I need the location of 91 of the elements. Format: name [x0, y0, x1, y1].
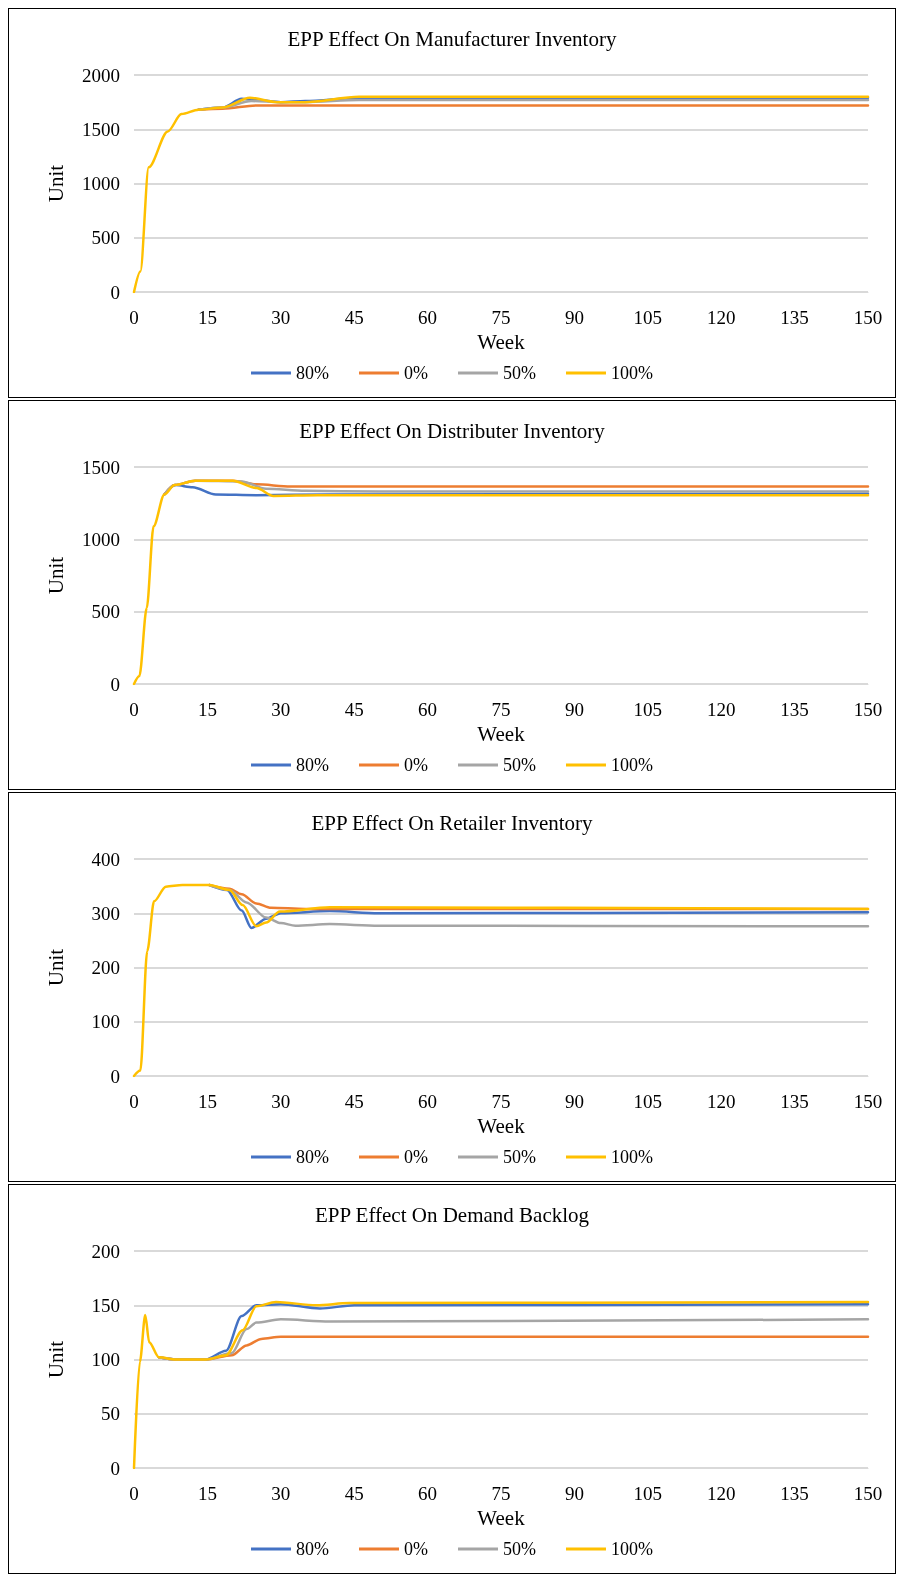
legend-label: 50% [503, 363, 536, 383]
y-axis-title: Unit [43, 556, 68, 595]
x-tick-label: 105 [633, 307, 663, 328]
x-tick-label: 135 [780, 1091, 809, 1112]
legend-label: 0% [404, 363, 429, 383]
x-tick-label: 45 [344, 1091, 364, 1112]
legend-label: 0% [404, 1147, 429, 1167]
y-tick-label: 150 [91, 1294, 120, 1316]
y-tick-label: 200 [91, 957, 120, 978]
x-tick-label: 90 [564, 699, 584, 720]
x-tick-label: 60 [418, 1483, 438, 1504]
x-axis-title: Week [477, 1506, 526, 1531]
y-tick-label: 100 [91, 1011, 120, 1033]
y-axis-title: Unit [43, 948, 68, 987]
legend-label: 100% [610, 1147, 653, 1167]
y-tick-label: 2000 [82, 64, 120, 86]
chart-title: EPP Effect On Distributer Inventory [299, 418, 606, 443]
x-tick-label: 150 [853, 1483, 883, 1504]
y-tick-label: 1000 [82, 528, 120, 550]
legend-label: 80% [296, 1539, 330, 1559]
x-tick-label: 150 [853, 699, 883, 720]
x-tick-label: 135 [780, 307, 809, 328]
x-tick-label: 45 [344, 307, 364, 328]
legend-label: 80% [296, 1147, 330, 1167]
x-tick-label: 0 [129, 307, 139, 328]
x-tick-label: 135 [780, 1483, 809, 1504]
chart-title: EPP Effect On Demand Backlog [314, 1202, 590, 1227]
x-tick-label: 135 [780, 699, 809, 720]
x-axis-title: Week [477, 330, 526, 355]
x-tick-label: 30 [271, 699, 291, 720]
x-tick-label: 60 [418, 1091, 438, 1112]
x-tick-label: 120 [706, 699, 736, 720]
chart-title: EPP Effect On Retailer Inventory [311, 810, 594, 835]
y-tick-label: 0 [110, 281, 120, 303]
x-tick-label: 0 [129, 1091, 139, 1112]
x-tick-label: 105 [633, 1091, 663, 1112]
legend-label: 100% [610, 1539, 653, 1559]
x-tick-label: 15 [197, 1483, 217, 1504]
legend-label: 0% [404, 755, 429, 775]
x-tick-label: 15 [197, 1091, 217, 1112]
x-tick-label: 90 [564, 1483, 584, 1504]
y-tick-label: 1500 [82, 456, 120, 478]
legend-label: 50% [503, 1147, 536, 1167]
x-tick-label: 15 [197, 699, 217, 720]
legend-label: 100% [610, 755, 653, 775]
legend-label: 100% [610, 363, 653, 383]
x-tick-label: 120 [706, 307, 736, 328]
y-axis-title: Unit [43, 1340, 68, 1379]
x-tick-label: 150 [853, 1091, 883, 1112]
y-tick-label: 0 [110, 1065, 120, 1087]
x-tick-label: 120 [706, 1091, 736, 1112]
x-tick-label: 105 [633, 699, 663, 720]
y-tick-label: 100 [91, 1349, 120, 1370]
chart-title: EPP Effect On Manufacturer Inventory [287, 26, 617, 51]
x-tick-label: 30 [271, 1483, 291, 1504]
x-axis-title: Week [477, 1114, 526, 1139]
legend-label: 80% [296, 363, 330, 383]
x-axis-title: Week [477, 722, 526, 747]
y-tick-label: 0 [110, 1457, 120, 1479]
y-tick-label: 50 [101, 1403, 120, 1425]
y-tick-label: 200 [91, 1240, 120, 1262]
y-tick-label: 500 [91, 601, 120, 623]
x-tick-label: 75 [491, 307, 511, 328]
x-tick-label: 90 [564, 307, 584, 328]
x-tick-label: 150 [853, 307, 883, 328]
x-tick-label: 105 [633, 1483, 663, 1504]
x-tick-label: 60 [418, 699, 438, 720]
legend-label: 0% [404, 1539, 429, 1559]
y-tick-label: 1500 [82, 118, 120, 140]
x-tick-label: 120 [706, 1483, 736, 1504]
x-tick-label: 75 [491, 1091, 511, 1112]
y-tick-label: 500 [91, 227, 120, 249]
x-tick-label: 30 [271, 307, 291, 328]
x-tick-label: 0 [129, 1483, 139, 1504]
x-tick-label: 15 [197, 307, 217, 328]
y-tick-label: 1000 [82, 173, 120, 194]
x-tick-label: 45 [344, 1483, 364, 1504]
x-tick-label: 75 [491, 699, 511, 720]
x-tick-label: 90 [564, 1091, 584, 1112]
y-axis-title: Unit [43, 164, 68, 203]
y-tick-label: 300 [91, 902, 120, 924]
y-tick-label: 400 [91, 848, 120, 870]
x-tick-label: 45 [344, 699, 364, 720]
x-tick-label: 60 [418, 307, 438, 328]
x-tick-label: 30 [271, 1091, 291, 1112]
legend-label: 50% [503, 1539, 536, 1559]
y-tick-label: 0 [110, 673, 120, 695]
x-tick-label: 0 [129, 699, 139, 720]
x-tick-label: 75 [491, 1483, 511, 1504]
legend-label: 50% [503, 755, 536, 775]
legend-label: 80% [296, 755, 330, 775]
